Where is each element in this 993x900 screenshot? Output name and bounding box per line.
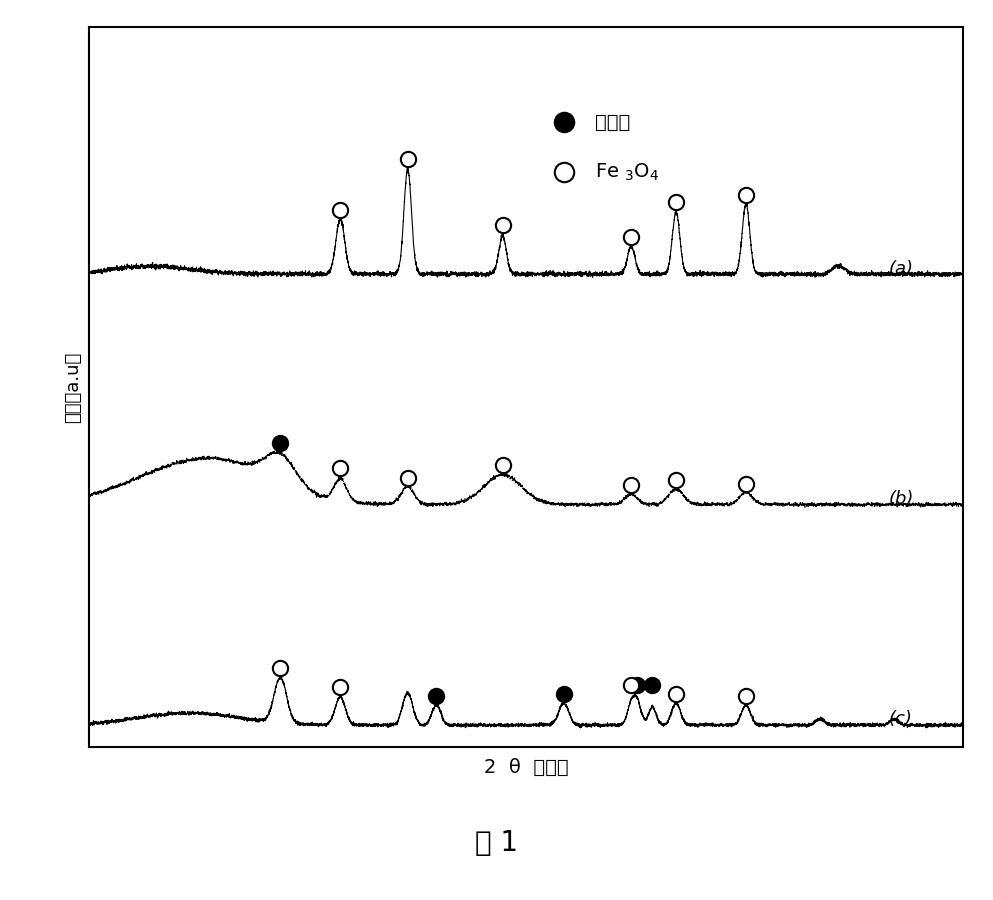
Y-axis label: 强度（a.u）: 强度（a.u） [65,351,82,423]
X-axis label: 2  θ  （度）: 2 θ （度） [484,758,569,777]
Text: (a): (a) [889,260,914,278]
Text: (c): (c) [889,710,913,728]
Text: Fe $_{3}$O$_{4}$: Fe $_{3}$O$_{4}$ [595,161,659,183]
Text: (b): (b) [889,490,914,508]
Text: 锐钓矿: 锐钓矿 [595,112,631,131]
Text: 图 1: 图 1 [475,829,518,857]
